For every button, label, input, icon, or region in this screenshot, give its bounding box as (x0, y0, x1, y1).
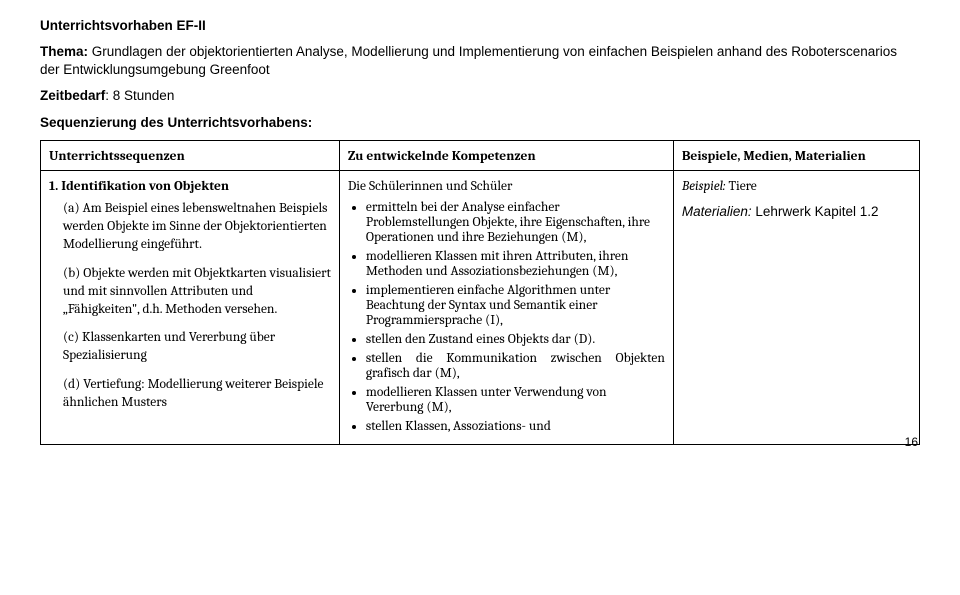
cell-kompetenzen: Die Schülerinnen und Schüler ermitteln b… (339, 170, 673, 444)
komp-item: ermitteln bei der Analyse einfacher Prob… (366, 200, 665, 245)
thema-label: Thema: (40, 44, 88, 59)
header-unterrichtssequenzen: Unterrichtssequenzen (41, 140, 340, 170)
cell-materialien: Beispiel: Tiere Materialien: Lehrwerk Ka… (673, 170, 919, 444)
header-materialien: Beispiele, Medien, Materialien (673, 140, 919, 170)
beispiel-line: Beispiel: Tiere (682, 179, 911, 194)
header-kompetenzen: Zu entwickelnde Kompetenzen (339, 140, 673, 170)
zeitbedarf-paragraph: Zeitbedarf: 8 Stunden (40, 87, 920, 105)
sequenzierung-label: Sequenzierung des Unterrichtsvorhabens: (40, 114, 920, 132)
curriculum-table: Unterrichtssequenzen Zu entwickelnde Kom… (40, 140, 920, 445)
komp-item: implementieren einfache Algorithmen unte… (366, 283, 665, 328)
beispiel-text: Tiere (728, 179, 756, 194)
beispiel-label: Beispiel: (682, 179, 729, 194)
zeitbedarf-label: Zeitbedarf (40, 88, 105, 103)
thema-text: Grundlagen der objektorientierten Analys… (40, 44, 897, 77)
seq-1-heading: 1. Identifikation von Objekten (49, 179, 331, 194)
page-number: 16 (905, 435, 918, 449)
cell-sequenzen: 1. Identifikation von Objekten (a) Am Be… (41, 170, 340, 444)
komp-heading: Die Schülerinnen und Schüler (348, 179, 665, 194)
thema-paragraph: Thema: Grundlagen der objektorientierten… (40, 43, 920, 79)
komp-item: stellen Klassen, Assoziations- und (366, 419, 665, 434)
komp-item: stellen den Zustand eines Objekts dar (D… (366, 332, 665, 347)
seq-1-d: (d) Vertiefung: Modellierung weiterer Be… (63, 376, 331, 412)
komp-item: modellieren Klassen unter Verwendung von… (366, 385, 665, 415)
komp-item: stellen die Kommunikation zwischen Objek… (366, 351, 665, 381)
table-header-row: Unterrichtssequenzen Zu entwickelnde Kom… (41, 140, 920, 170)
komp-list: ermitteln bei der Analyse einfacher Prob… (348, 200, 665, 434)
materialien-label: Materialien: (682, 204, 752, 219)
materialien-text: Lehrwerk Kapitel 1.2 (752, 204, 879, 219)
komp-item: modellieren Klassen mit ihren Attributen… (366, 249, 665, 279)
table-body-row: 1. Identifikation von Objekten (a) Am Be… (41, 170, 920, 444)
seq-1-a: (a) Am Beispiel eines lebensweltnahen Be… (63, 200, 331, 255)
materialien-line: Materialien: Lehrwerk Kapitel 1.2 (682, 204, 911, 219)
seq-1-c: (c) Klassenkarten und Vererbung über Spe… (63, 329, 331, 365)
doc-title: Unterrichtsvorhaben EF-II (40, 18, 920, 33)
zeitbedarf-text: : 8 Stunden (105, 88, 174, 103)
seq-1-b: (b) Objekte werden mit Objektkarten visu… (63, 265, 331, 320)
